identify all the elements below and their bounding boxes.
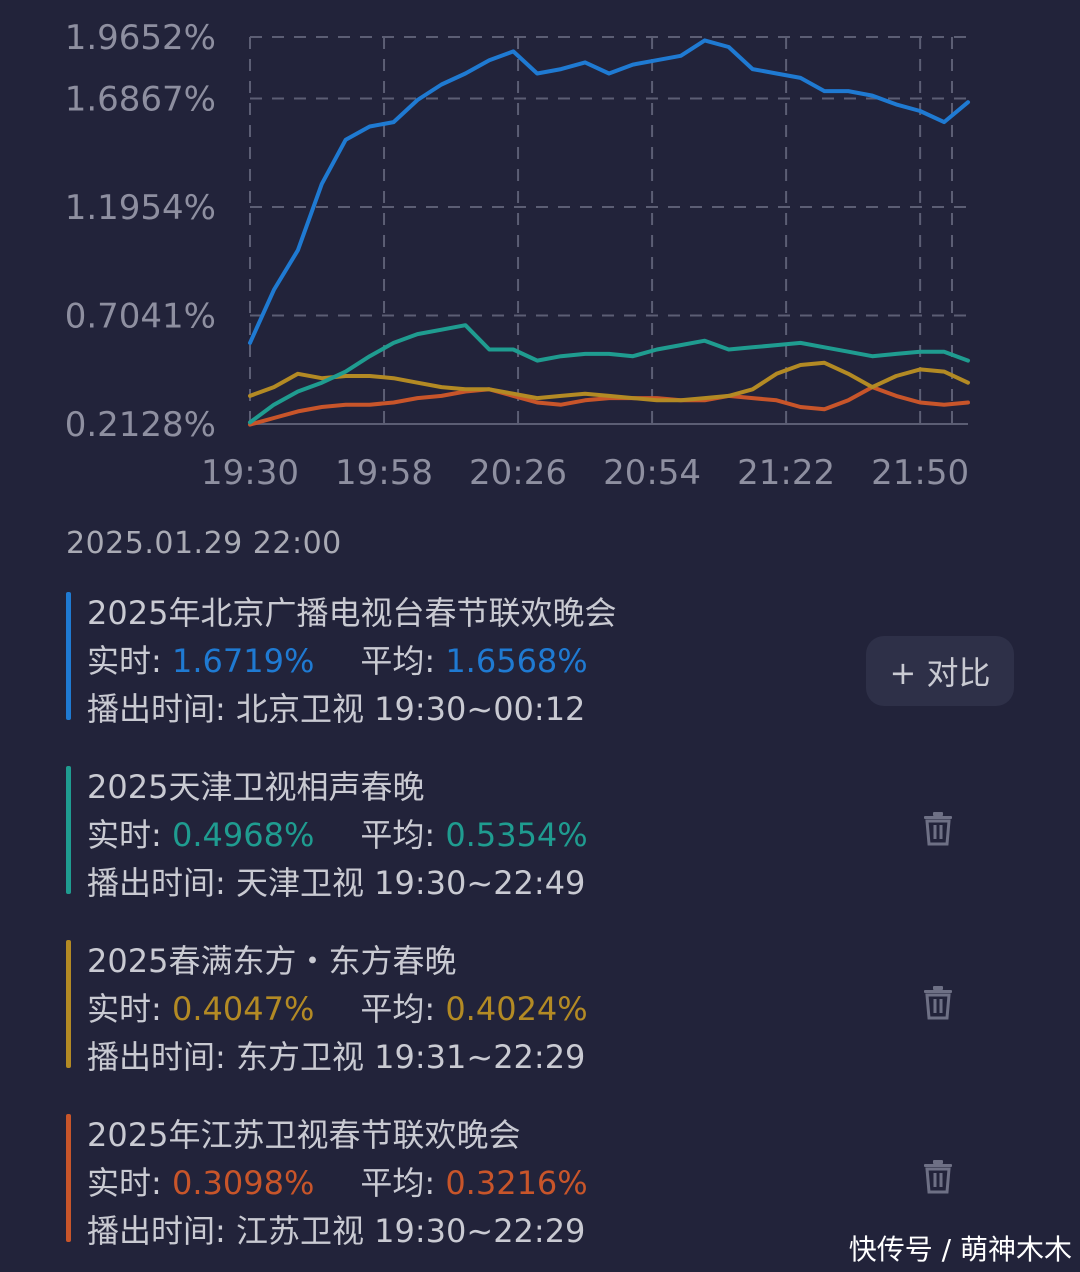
- compare-button[interactable]: + 对比: [866, 636, 1014, 706]
- x-tick-label: 20:26: [469, 453, 567, 493]
- watermark: 快传号 / 萌神木木: [848, 1233, 1072, 1266]
- series-line-3: [248, 385, 970, 427]
- channel-name: 江苏卫视: [235, 1212, 364, 1250]
- x-tick-label: 21:50: [871, 453, 969, 493]
- x-tick-label: 19:30: [201, 453, 299, 493]
- y-tick-label: 1.6867%: [65, 80, 216, 120]
- y-tick-label: 0.2128%: [65, 405, 216, 445]
- y-tick-label: 1.9652%: [65, 18, 216, 58]
- program-airtime: 播出时间: 北京卫视 19:30~00:12: [87, 684, 585, 730]
- trash-icon[interactable]: [920, 810, 956, 846]
- program-title: 2025春满东方・东方春晚: [87, 942, 457, 980]
- realtime-label: 实时:: [87, 1164, 172, 1202]
- airtime-label: 播出时间:: [87, 1212, 236, 1250]
- program-card-dongfang[interactable]: 2025春满东方・东方春晚 实时: 0.4047% 平均: 0.4024% 播出时…: [66, 936, 1026, 1088]
- average-label: 平均:: [360, 990, 446, 1028]
- program-ratings: 实时: 0.3098% 平均: 0.3216%: [87, 1158, 588, 1204]
- y-tick-label: 1.1954%: [65, 188, 216, 228]
- y-axis-ticks: 1.9652% 1.6867% 1.1954% 0.7041% 0.2128%: [65, 18, 216, 445]
- program-airtime: 播出时间: 江苏卫视 19:30~22:29: [87, 1206, 585, 1252]
- x-tick-label: 21:22: [737, 453, 835, 493]
- trash-icon[interactable]: [920, 1158, 956, 1194]
- channel-name: 北京卫视: [235, 690, 364, 728]
- program-card-jiangsu[interactable]: 2025年江苏卫视春节联欢晚会 实时: 0.3098% 平均: 0.3216% 播…: [66, 1110, 1026, 1262]
- realtime-label: 实时:: [87, 642, 172, 680]
- x-axis-ticks: 19:30 19:58 20:26 20:54 21:22 21:50: [201, 453, 969, 493]
- chart-series: [248, 38, 970, 427]
- program-card-beijing[interactable]: 2025年北京广播电视台春节联欢晚会 实时: 1.6719% 平均: 1.6568…: [66, 588, 1026, 740]
- ratings-line-chart: 1.9652% 1.6867% 1.1954% 0.7041% 0.2128% 19:3…: [65, 18, 970, 493]
- x-tick-label: 20:54: [603, 453, 701, 493]
- program-ratings: 实时: 0.4968% 平均: 0.5354%: [87, 810, 588, 856]
- airtime-label: 播出时间:: [87, 1038, 236, 1076]
- airtime-value: 19:30~22:29: [374, 1212, 586, 1250]
- y-tick-label: 0.7041%: [65, 297, 216, 337]
- channel-name: 东方卫视: [235, 1038, 364, 1076]
- average-label: 平均:: [360, 642, 446, 680]
- channel-name: 天津卫视: [235, 864, 364, 902]
- program-title: 2025年北京广播电视台春节联欢晚会: [87, 594, 617, 632]
- program-title: 2025天津卫视相声春晚: [87, 768, 425, 806]
- realtime-label: 实时:: [87, 816, 172, 854]
- program-ratings: 实时: 1.6719% 平均: 1.6568%: [87, 636, 588, 682]
- series-line-0: [248, 38, 970, 345]
- realtime-value: 0.4968%: [171, 816, 315, 854]
- trash-icon[interactable]: [920, 984, 956, 1020]
- airtime-value: 19:31~22:29: [374, 1038, 586, 1076]
- program-airtime: 播出时间: 东方卫视 19:31~22:29: [87, 1032, 585, 1078]
- current-datetime: 2025.01.29 22:00: [66, 526, 342, 561]
- program-airtime: 播出时间: 天津卫视 19:30~22:49: [87, 858, 585, 904]
- average-label: 平均:: [360, 1164, 446, 1202]
- program-card-tianjin[interactable]: 2025天津卫视相声春晚 实时: 0.4968% 平均: 0.5354% 播出时间…: [66, 762, 1026, 914]
- airtime-label: 播出时间:: [87, 690, 236, 728]
- program-ratings: 实时: 0.4047% 平均: 0.4024%: [87, 984, 588, 1030]
- average-value: 0.5354%: [445, 816, 588, 854]
- series-color-bar: [66, 592, 71, 720]
- average-label: 平均:: [360, 816, 446, 854]
- x-tick-label: 19:58: [335, 453, 433, 493]
- average-value: 0.4024%: [445, 990, 588, 1028]
- series-color-bar: [66, 940, 71, 1068]
- series-line-2: [248, 360, 970, 403]
- realtime-label: 实时:: [87, 990, 172, 1028]
- program-title: 2025年江苏卫视春节联欢晚会: [87, 1116, 521, 1154]
- airtime-value: 19:30~00:12: [374, 690, 586, 728]
- realtime-value: 1.6719%: [171, 642, 315, 680]
- chart-grid: [249, 36, 968, 425]
- realtime-value: 0.4047%: [171, 990, 315, 1028]
- airtime-value: 19:30~22:49: [374, 864, 586, 902]
- series-line-1: [248, 323, 970, 425]
- average-value: 0.3216%: [445, 1164, 588, 1202]
- series-color-bar: [66, 1114, 71, 1242]
- realtime-value: 0.3098%: [171, 1164, 315, 1202]
- average-value: 1.6568%: [445, 642, 588, 680]
- airtime-label: 播出时间:: [87, 864, 236, 902]
- series-color-bar: [66, 766, 71, 894]
